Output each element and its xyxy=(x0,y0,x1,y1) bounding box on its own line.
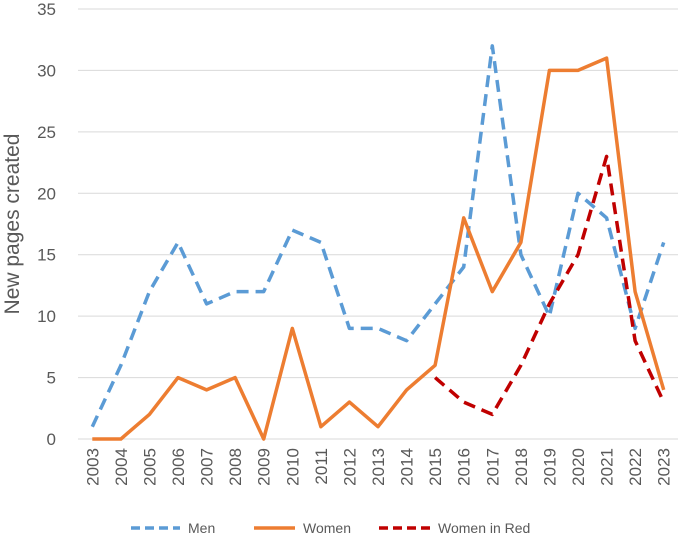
x-tick-label: 2019 xyxy=(540,448,559,486)
x-tick-label: 2013 xyxy=(369,448,388,486)
x-tick-label: 2021 xyxy=(598,448,617,486)
x-tick-label: 2023 xyxy=(655,448,674,486)
x-tick-label: 2022 xyxy=(626,448,645,486)
y-tick-label: 25 xyxy=(37,123,56,142)
series-line-women xyxy=(92,56,666,441)
y-tick-label: 30 xyxy=(37,61,56,80)
x-tick-label: 2007 xyxy=(198,448,217,486)
x-tick-label: 2003 xyxy=(83,448,102,486)
legend-label: Men xyxy=(188,520,215,536)
y-tick-label: 35 xyxy=(37,0,56,19)
y-tick-label: 5 xyxy=(47,369,56,388)
x-tick-label: 2008 xyxy=(226,448,245,486)
series-line-women-in-red xyxy=(433,154,666,417)
x-tick-label: 2005 xyxy=(140,448,159,486)
x-tick-label: 2016 xyxy=(455,448,474,486)
x-tick-label: 2004 xyxy=(112,448,131,486)
y-tick-label: 0 xyxy=(47,430,56,449)
x-tick-label: 2010 xyxy=(283,448,302,486)
y-tick-labels: 0 5 10 15 20 25 30 35 xyxy=(37,0,56,449)
x-tick-labels: 2003 2004 2005 2006 2007 2008 2009 2010 2011 2012… xyxy=(83,448,673,486)
series-line-men xyxy=(90,44,666,428)
y-tick-label: 10 xyxy=(37,307,56,326)
x-tick-label: 2018 xyxy=(512,448,531,486)
y-tick-label: 15 xyxy=(37,246,56,265)
x-tick-label: 2017 xyxy=(483,448,502,486)
x-tick-label: 2011 xyxy=(312,448,331,485)
legend-label: Women in Red xyxy=(438,520,530,536)
y-axis-label: New pages created xyxy=(1,134,24,315)
x-tick-label: 2015 xyxy=(426,448,445,486)
x-tick-label: 2012 xyxy=(340,448,359,486)
x-tick-label: 2009 xyxy=(255,448,274,486)
legend-label: Women xyxy=(303,520,351,536)
y-tick-label: 20 xyxy=(37,184,56,203)
x-tick-label: 2006 xyxy=(169,448,188,486)
x-tick-label: 2014 xyxy=(398,448,417,486)
x-tick-label: 2020 xyxy=(569,448,588,486)
gridlines xyxy=(78,8,678,440)
legend: Men Women Women in Red xyxy=(131,520,530,536)
series-lines xyxy=(90,44,666,441)
